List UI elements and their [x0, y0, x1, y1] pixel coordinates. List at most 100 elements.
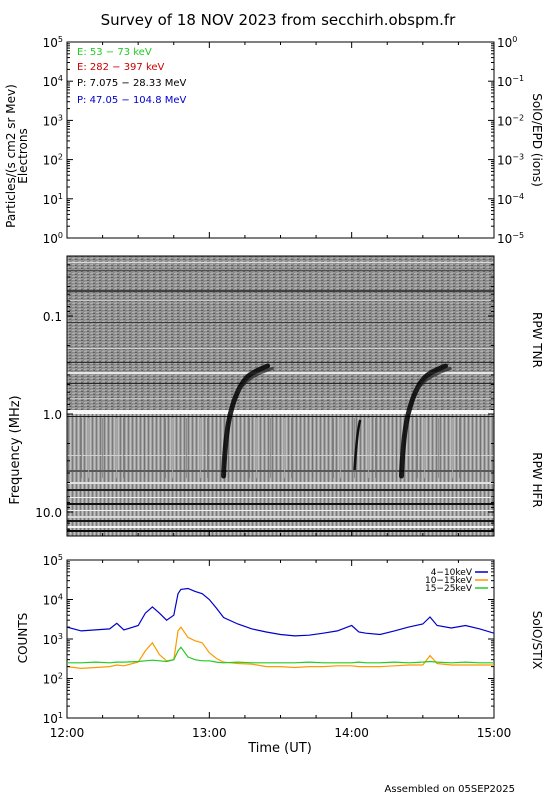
rpw-band	[67, 270, 494, 271]
epd-legend: E: 53 − 73 keV E: 282 − 397 keV P: 7.075…	[77, 47, 187, 106]
stix-y-tick-label: 104	[43, 593, 63, 608]
rpw-burst	[398, 363, 448, 479]
rpw-y-tick-label: 10.0	[35, 506, 62, 520]
rpw-streak	[312, 418, 313, 478]
epd-legend-item: P: 7.075 − 28.33 MeV	[77, 78, 187, 89]
stix-legend-label: 4−10keV	[431, 568, 473, 578]
rpw-band	[67, 300, 494, 301]
stix-y-tick-label: 102	[43, 672, 63, 687]
epd-left-tick-label: 103	[43, 113, 63, 128]
epd-right-tick-label: 10−1	[497, 74, 524, 89]
rpw-streak	[256, 418, 257, 478]
rpw-band	[67, 489, 494, 491]
rpw-streak	[88, 418, 89, 478]
rpw-panel: 0.1 1.0 10.0 Frequency (MHz) RPW TNR RPW H…	[8, 255, 544, 537]
rpw-streak	[207, 418, 208, 478]
epd-ylabel-left2: Electrons	[16, 128, 30, 183]
rpw-streak	[270, 418, 271, 478]
epd-left-tick-label: 101	[43, 192, 63, 207]
rpw-streak	[172, 418, 173, 478]
rpw-y-axis: 0.1 1.0 10.0	[35, 264, 494, 530]
rpw-band	[67, 470, 494, 472]
stix-legend-label: 15−25keV	[425, 584, 473, 594]
stix-ylabel: COUNTS	[16, 613, 30, 664]
epd-right-tick-label: 10−3	[497, 153, 524, 168]
rpw-band	[67, 482, 494, 484]
epd-left-axis: 105 104 103 102 101 100	[43, 35, 73, 246]
rpw-band	[67, 410, 494, 414]
epd-right-axis: 100 10−1 10−2 10−3 10−4 10−5	[488, 35, 524, 246]
rpw-burst-tail	[414, 366, 452, 393]
footer-assembled: Assembled on 05SEP2025	[385, 784, 515, 795]
stix-x-axis	[66, 530, 495, 718]
stix-y-tick-label: 105	[43, 553, 63, 568]
figure-title: Survey of 18 NOV 2023 from secchirh.obsp…	[101, 11, 457, 29]
rpw-right-label-tnr: RPW TNR	[530, 312, 544, 368]
rpw-burst	[221, 363, 271, 479]
rpw-streak	[200, 418, 201, 478]
rpw-band	[67, 398, 494, 399]
rpw-streak	[123, 418, 124, 478]
stix-legend: 4−10keV 10−15keV 15−25keV	[425, 568, 488, 594]
epd-left-tick-label: 102	[43, 153, 63, 168]
stix-series-line	[67, 626, 494, 670]
rpw-ylabel: Frequency (MHz)	[8, 395, 23, 504]
rpw-band	[67, 526, 494, 528]
rpw-band	[67, 510, 494, 511]
rpw-streak	[144, 418, 145, 478]
stix-series-line	[67, 646, 494, 664]
epd-right-tick-label: 100	[497, 35, 517, 50]
epd-legend-item: P: 47.05 − 104.8 MeV	[77, 95, 187, 106]
rpw-streak	[417, 418, 418, 478]
x-tick-label: 13:00	[192, 726, 227, 740]
rpw-type3-bursts	[221, 363, 452, 479]
rpw-streak	[102, 418, 103, 478]
x-tick-label: 14:00	[334, 726, 369, 740]
stix-lines	[67, 587, 494, 670]
rpw-streak	[284, 418, 285, 478]
rpw-burst-faint	[353, 419, 362, 471]
x-tick-label: 15:00	[477, 726, 512, 740]
rpw-band	[67, 530, 494, 532]
epd-right-tick-label: 10−4	[497, 192, 524, 207]
rpw-y-tick-label: 0.1	[43, 310, 62, 324]
rpw-band	[67, 290, 494, 292]
rpw-band	[67, 372, 494, 374]
stix-plot-frame	[66, 559, 495, 719]
epd-legend-item: E: 53 − 73 keV	[77, 47, 152, 58]
epd-right-tick-label: 10−5	[497, 231, 524, 246]
epd-left-tick-label: 105	[43, 35, 63, 50]
rpw-band	[67, 262, 494, 263]
rpw-band	[67, 455, 494, 456]
x-axis-label: Time (UT)	[247, 741, 312, 756]
rpw-streak	[452, 418, 453, 478]
epd-legend-item: E: 282 − 397 keV	[77, 62, 165, 73]
time-axis-labels: 12:00 13:00 14:00 15:00	[50, 726, 512, 740]
rpw-streak	[354, 418, 355, 478]
rpw-band	[67, 503, 494, 505]
rpw-band	[67, 520, 494, 522]
epd-ylabel-left: Particles/(s cm2 sr Mev)	[4, 84, 18, 228]
stix-series-line	[67, 587, 494, 637]
x-tick-label: 12:00	[50, 726, 85, 740]
rpw-streak	[396, 418, 397, 478]
rpw-interference-bands	[67, 262, 494, 532]
rpw-streak	[375, 418, 376, 478]
rpw-y-tick-label: 1.0	[43, 408, 62, 422]
epd-x-ticks	[66, 42, 495, 238]
rpw-streak	[116, 418, 117, 478]
rpw-band	[67, 383, 494, 384]
stix-legend-label: 10−15keV	[425, 576, 473, 586]
rpw-streak	[228, 418, 229, 478]
rpw-streak	[340, 418, 341, 478]
rpw-streak	[368, 418, 369, 478]
epd-ylabel-right: SolO/EPD (ions)	[530, 93, 544, 187]
rpw-band	[67, 322, 494, 323]
epd-right-tick-label: 10−2	[497, 113, 524, 128]
rpw-spectrogram	[67, 256, 494, 536]
rpw-band	[67, 362, 494, 363]
rpw-streak	[333, 418, 334, 478]
rpw-streak	[249, 418, 250, 478]
stix-y-tick-label: 101	[43, 711, 63, 726]
